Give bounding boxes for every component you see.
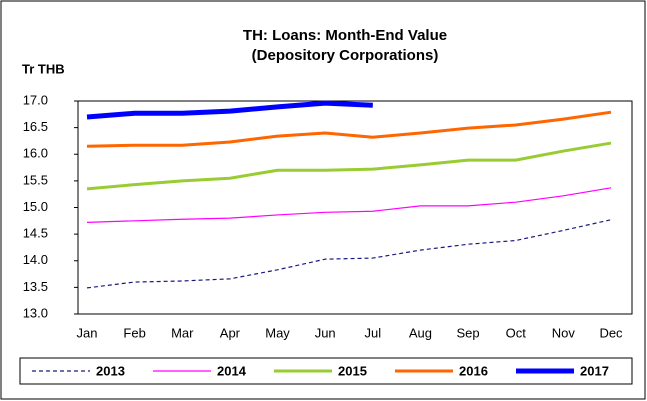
legend-label: 2016 xyxy=(459,363,488,378)
y-tick-label: 16.5 xyxy=(23,119,48,134)
chart-title: TH: Loans: Month-End Value xyxy=(243,27,447,44)
line xyxy=(86,141,612,191)
y-tick-label: 15.0 xyxy=(23,199,48,214)
legend-label: 2013 xyxy=(96,363,125,378)
y-tick-label: 13.5 xyxy=(23,279,48,294)
line xyxy=(86,187,612,224)
x-tick-label: Aug xyxy=(409,325,432,340)
x-tick-label: Apr xyxy=(220,325,241,340)
y-tick-label: 14.5 xyxy=(23,226,48,241)
y-axis-label: Tr THB xyxy=(22,61,65,76)
x-tick-label: Oct xyxy=(506,325,527,340)
line xyxy=(86,219,612,289)
legend-label: 2015 xyxy=(338,363,367,378)
y-tick-label: 17.0 xyxy=(23,92,48,107)
legend-label: 2017 xyxy=(580,363,609,378)
y-tick-label: 14.0 xyxy=(23,252,48,267)
line xyxy=(86,110,612,148)
y-tick-label: 15.5 xyxy=(23,172,48,187)
x-tick-label: Dec xyxy=(599,325,623,340)
x-tick-label: Mar xyxy=(171,325,194,340)
x-tick-label: Sep xyxy=(457,325,480,340)
x-tick-label: Jul xyxy=(365,325,382,340)
x-tick-label: Jun xyxy=(315,325,336,340)
y-tick-label: 16.0 xyxy=(23,146,48,161)
x-tick-label: Jan xyxy=(77,325,98,340)
y-tick-label: 13.0 xyxy=(23,305,48,320)
line xyxy=(86,100,373,120)
chart-title: (Depository Corporations) xyxy=(252,47,439,64)
x-tick-label: Feb xyxy=(123,325,145,340)
legend-label: 2014 xyxy=(217,363,247,378)
x-tick-label: Nov xyxy=(552,325,576,340)
x-tick-label: May xyxy=(265,325,290,340)
